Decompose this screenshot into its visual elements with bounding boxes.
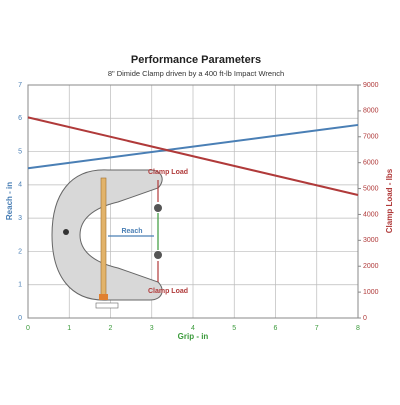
x-tick-label: 8 — [356, 325, 360, 332]
y-tick-label: 7 — [18, 82, 22, 89]
y2-tick-label: 4000 — [363, 211, 379, 218]
y2-tick-label: 7000 — [363, 134, 379, 141]
clamp-pad — [154, 251, 162, 259]
y-tick-label: 6 — [18, 115, 22, 122]
annotation: Clamp Load — [148, 169, 188, 176]
y2-tick-label: 5000 — [363, 185, 379, 192]
clamp-hole — [63, 229, 69, 235]
clamp-nut — [99, 294, 108, 300]
y-tick-label: 1 — [18, 282, 22, 289]
clamp-pad — [154, 204, 162, 212]
x-tick-label: 4 — [191, 325, 195, 332]
chart-title: Performance Parameters — [131, 54, 261, 66]
y2-tick-label: 2000 — [363, 263, 379, 270]
annotation: Clamp Load — [148, 288, 188, 295]
x-tick-label: 3 — [150, 325, 154, 332]
y2-axis-label: Clamp Load - lbs — [385, 168, 394, 233]
x-tick-label: 2 — [109, 325, 113, 332]
data-line — [27, 116, 359, 197]
y2-tick-label: 0 — [363, 315, 367, 322]
y2-tick-label: 1000 — [363, 289, 379, 296]
y2-tick-label: 8000 — [363, 108, 379, 115]
annotation: Reach — [121, 228, 142, 235]
y-tick-label: 2 — [18, 248, 22, 255]
grid — [27, 84, 359, 319]
x-axis-label: Grip - in — [178, 332, 209, 341]
clamp-body — [51, 169, 163, 301]
clamp-base — [95, 302, 119, 309]
x-tick-label: 1 — [67, 325, 71, 332]
plot-frame — [27, 84, 359, 319]
x-tick-label: 0 — [26, 325, 30, 332]
clamp-screw — [100, 177, 107, 297]
x-tick-label: 6 — [274, 325, 278, 332]
chart-subtitle: 8" Dimide Clamp driven by a 400 ft-lb Im… — [108, 69, 284, 78]
x-tick-label: 5 — [232, 325, 236, 332]
y2-tick-label: 6000 — [363, 160, 379, 167]
clamp-illustration — [51, 169, 163, 309]
y2-tick-label: 9000 — [363, 82, 379, 89]
y-tick-label: 4 — [18, 182, 22, 189]
y2-tick-label: 3000 — [363, 237, 379, 244]
y-axis-label: Reach - in — [5, 182, 14, 220]
y-tick-label: 0 — [18, 315, 22, 322]
x-tick-label: 7 — [315, 325, 319, 332]
data-line — [27, 123, 359, 170]
y-tick-label: 3 — [18, 215, 22, 222]
y-tick-label: 5 — [18, 148, 22, 155]
